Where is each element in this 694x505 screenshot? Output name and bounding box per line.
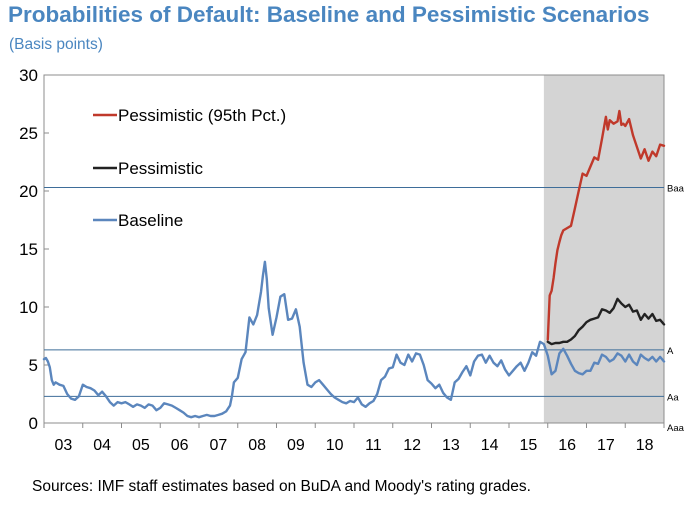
reference-label-a: A xyxy=(667,346,674,357)
y-tick-label: 5 xyxy=(29,356,38,375)
x-tick-label: 13 xyxy=(442,437,460,454)
x-tick-label: 05 xyxy=(132,437,150,454)
x-tick-label: 08 xyxy=(248,437,266,454)
x-tick-label: 10 xyxy=(326,437,344,454)
y-tick-label: 30 xyxy=(19,66,38,85)
x-tick-label: 07 xyxy=(209,437,227,454)
y-tick-label: 10 xyxy=(19,298,38,317)
reference-label-aaa: Aaa xyxy=(667,423,685,434)
x-tick-label: 18 xyxy=(636,437,654,454)
x-tick-label: 17 xyxy=(597,437,615,454)
x-tick-label: 09 xyxy=(287,437,305,454)
legend-label: Baseline xyxy=(118,211,183,230)
legend-label: Pessimistic (95th Pct.) xyxy=(118,106,286,125)
x-tick-label: 03 xyxy=(54,437,72,454)
chart-title: Probabilities of Default: Baseline and P… xyxy=(8,2,650,27)
y-tick-label: 15 xyxy=(19,240,38,259)
reference-label-baa: Baa xyxy=(667,184,685,195)
legend-label: Pessimistic xyxy=(118,159,204,178)
x-tick-label: 06 xyxy=(171,437,189,454)
x-tick-label: 04 xyxy=(93,437,111,454)
series-line-pessimistic-95th-pct xyxy=(546,109,666,341)
x-tick-label: 16 xyxy=(558,437,576,454)
source-note: Sources: IMF staff estimates based on Bu… xyxy=(32,478,531,495)
y-tick-label: 25 xyxy=(19,124,38,143)
reference-label-aa: Aa xyxy=(667,392,679,403)
chart-subtitle: (Basis points) xyxy=(9,36,103,53)
x-tick-label: 12 xyxy=(403,437,421,454)
series-line-pessimistic xyxy=(546,297,666,346)
x-tick-label: 11 xyxy=(365,437,382,454)
x-tick-label: 15 xyxy=(519,437,537,454)
x-tick-label: 14 xyxy=(481,437,499,454)
y-tick-label: 0 xyxy=(29,414,38,433)
y-tick-label: 20 xyxy=(19,182,38,201)
series-line-baseline xyxy=(42,260,666,419)
